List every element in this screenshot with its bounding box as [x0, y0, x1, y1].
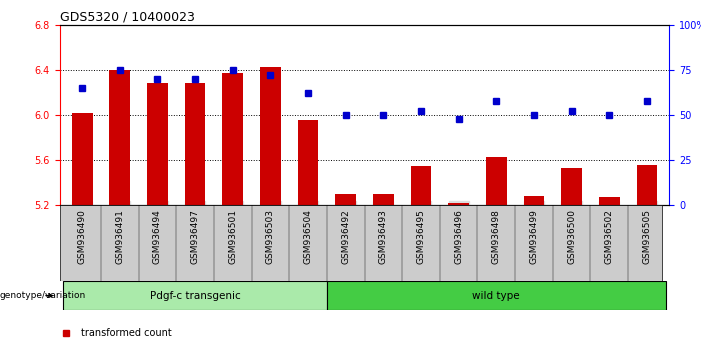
- Text: GSM936492: GSM936492: [341, 209, 350, 264]
- Bar: [562, 168, 582, 205]
- Bar: [373, 194, 394, 205]
- Text: GSM936500: GSM936500: [567, 209, 576, 264]
- Bar: [637, 165, 658, 205]
- Text: GSM936501: GSM936501: [229, 209, 237, 264]
- Text: GSM936497: GSM936497: [191, 209, 200, 264]
- Text: GSM936498: GSM936498: [492, 209, 501, 264]
- Text: GSM936491: GSM936491: [116, 209, 124, 264]
- Text: GSM936499: GSM936499: [529, 209, 538, 264]
- Bar: [185, 84, 205, 205]
- Text: GSM936503: GSM936503: [266, 209, 275, 264]
- Text: GSM936494: GSM936494: [153, 209, 162, 264]
- Bar: [448, 203, 469, 205]
- Bar: [335, 194, 356, 205]
- Bar: [63, 281, 327, 310]
- Bar: [72, 113, 93, 205]
- Text: genotype/variation: genotype/variation: [0, 291, 86, 300]
- Bar: [298, 120, 318, 205]
- Text: wild type: wild type: [472, 291, 520, 301]
- Bar: [524, 196, 544, 205]
- Text: GSM936504: GSM936504: [304, 209, 313, 264]
- Text: GDS5320 / 10400023: GDS5320 / 10400023: [60, 11, 194, 24]
- Text: GSM936505: GSM936505: [642, 209, 651, 264]
- Bar: [327, 281, 666, 310]
- Bar: [486, 157, 507, 205]
- Text: GSM936490: GSM936490: [78, 209, 87, 264]
- Bar: [260, 67, 281, 205]
- Bar: [599, 198, 620, 205]
- Text: GSM936496: GSM936496: [454, 209, 463, 264]
- Bar: [222, 73, 243, 205]
- Bar: [147, 84, 168, 205]
- Bar: [109, 70, 130, 205]
- Text: GSM936495: GSM936495: [416, 209, 426, 264]
- Text: GSM936502: GSM936502: [605, 209, 613, 264]
- Text: Pdgf-c transgenic: Pdgf-c transgenic: [150, 291, 240, 301]
- Text: transformed count: transformed count: [81, 328, 172, 338]
- Bar: [411, 166, 431, 205]
- Text: GSM936493: GSM936493: [379, 209, 388, 264]
